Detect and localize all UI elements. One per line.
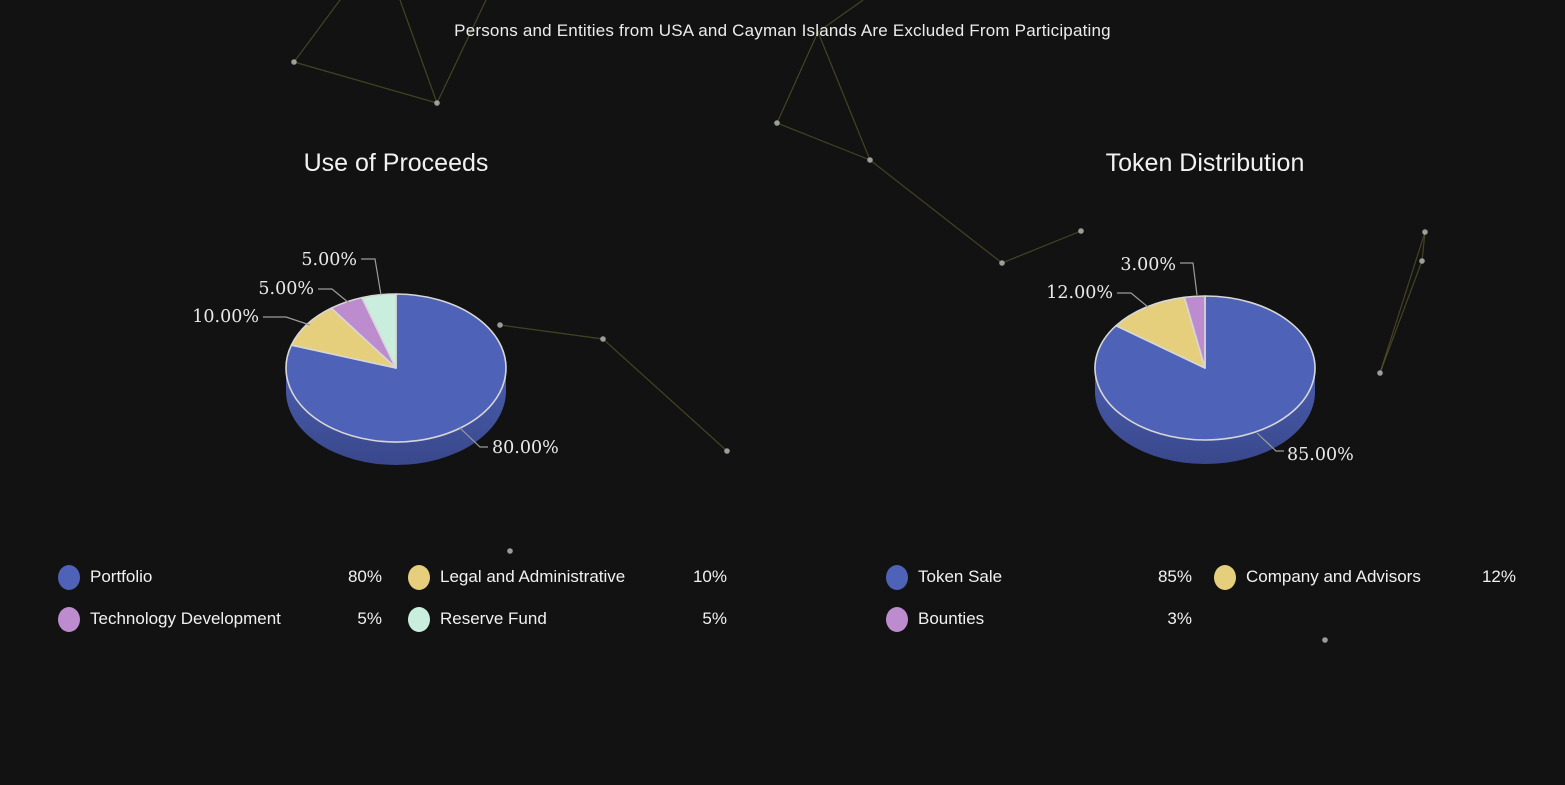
constellation-line (499, 324, 604, 340)
exclusion-disclaimer-text: Persons and Entities from USA and Cayman… (454, 21, 1111, 40)
slice-label-leader-line (318, 288, 350, 304)
legend-value: 85% (1157, 567, 1192, 586)
slice-label-technology-development: 5.00% (258, 279, 314, 299)
constellation-line (436, 0, 487, 104)
constellation-line (776, 31, 819, 124)
slice-label-company-and-advisors: 12.00% (1046, 283, 1113, 303)
pie-3d-side (286, 368, 506, 465)
legend-marker-bounties (886, 606, 908, 632)
pie-3d-side (1095, 368, 1315, 464)
legend-value: 80% (347, 567, 382, 586)
legend-item-reserve-fund[interactable]: Reserve Fund 5% (408, 598, 727, 640)
legend-item-legal-and-administrative[interactable]: Legal and Administrative 10% (408, 556, 727, 598)
constellation-dot (999, 260, 1005, 266)
pie-slice-company-and-advisors[interactable] (1115, 296, 1206, 369)
legend-label: Legal and Administrative (440, 567, 626, 586)
constellation-line (1379, 231, 1426, 374)
legend-marker-company-and-advisors (1214, 564, 1236, 590)
constellation-line (1421, 231, 1426, 262)
legend-value: 5% (702, 609, 727, 628)
constellation-line (1379, 260, 1423, 374)
slice-label-leader-line (458, 426, 488, 448)
constellation-dot (497, 322, 503, 328)
constellation-line (293, 61, 438, 104)
constellation-line (869, 159, 1003, 264)
legend-item-company-and-advisors[interactable]: Company and Advisors 12% (1214, 556, 1516, 598)
constellation-line (817, 0, 864, 33)
chart-title-use-of-proceeds: Use of Proceeds (303, 149, 489, 177)
constellation-dot (1322, 637, 1328, 643)
slice-label-legal-and-administrative: 10.00% (192, 307, 259, 327)
constellation-line (399, 0, 438, 104)
constellation-dot (1078, 228, 1084, 234)
legend-value: 10% (692, 567, 727, 586)
legend-marker-reserve-fund (408, 606, 430, 632)
pie-slice-reserve-fund[interactable] (361, 293, 397, 369)
legend-label: Company and Advisors (1246, 567, 1421, 586)
constellation-line (1001, 230, 1082, 264)
legend-item-technology-development[interactable]: Technology Development 5% (58, 598, 382, 640)
legend-token-distribution: Token Sale 85% Company and Advisors 12% … (886, 556, 1516, 640)
slice-label-leader-line (1180, 262, 1198, 296)
legend-marker-technology-development (58, 606, 80, 632)
constellation-dot (434, 100, 440, 106)
slice-label-leader-line (1256, 432, 1284, 452)
legend-label: Reserve Fund (440, 609, 547, 628)
legend-value: 5% (357, 609, 382, 628)
legend-marker-token-sale (886, 564, 908, 590)
constellation-line (776, 122, 871, 161)
slice-label-portfolio: 80.00% (492, 438, 559, 458)
constellation-line (293, 0, 341, 63)
slice-label-leader-line (263, 316, 311, 326)
constellation-dot (291, 59, 297, 65)
legend-label: Bounties (918, 609, 985, 628)
constellation-dot (1422, 229, 1428, 235)
slice-label-reserve-fund: 5.00% (301, 250, 357, 270)
constellation-dot (1377, 370, 1383, 376)
legend-marker-portfolio (58, 564, 80, 590)
legend-marker-legal-and-administrative (408, 564, 430, 590)
pie-chart-use-of-proceeds: 80.00% 10.00% 5.00% 5.00% (192, 250, 559, 465)
slice-label-token-sale: 85.00% (1287, 445, 1354, 465)
constellation-dot (867, 157, 873, 163)
legend-label: Technology Development (90, 609, 281, 628)
constellation-dot (724, 448, 730, 454)
legend-label: Portfolio (90, 567, 153, 586)
chart-title-token-distribution: Token Distribution (1105, 149, 1305, 177)
legend-label: Token Sale (918, 567, 1003, 586)
legend-use-of-proceeds: Portfolio 80% Legal and Administrative 1… (58, 556, 727, 640)
legend-item-bounties[interactable]: Bounties 3% (886, 598, 1192, 640)
legend-value: 12% (1481, 567, 1516, 586)
legend-item-portfolio[interactable]: Portfolio 80% (58, 556, 382, 598)
constellation-dot (507, 548, 513, 554)
pie-chart-token-distribution: 85.00% 12.00% 3.00% (1046, 255, 1353, 465)
constellation-dot (1419, 258, 1425, 264)
constellation-line (817, 31, 871, 161)
slice-label-bounties: 3.00% (1120, 255, 1176, 275)
constellation-dot (600, 336, 606, 342)
pie-slice-bounties[interactable] (1183, 295, 1206, 369)
legend-value: 3% (1167, 609, 1192, 628)
constellation-line (602, 338, 728, 452)
constellation-dot (774, 120, 780, 126)
slice-label-leader-line (361, 258, 382, 296)
slice-label-leader-line (1117, 292, 1149, 308)
legend-item-token-sale[interactable]: Token Sale 85% (886, 556, 1192, 598)
